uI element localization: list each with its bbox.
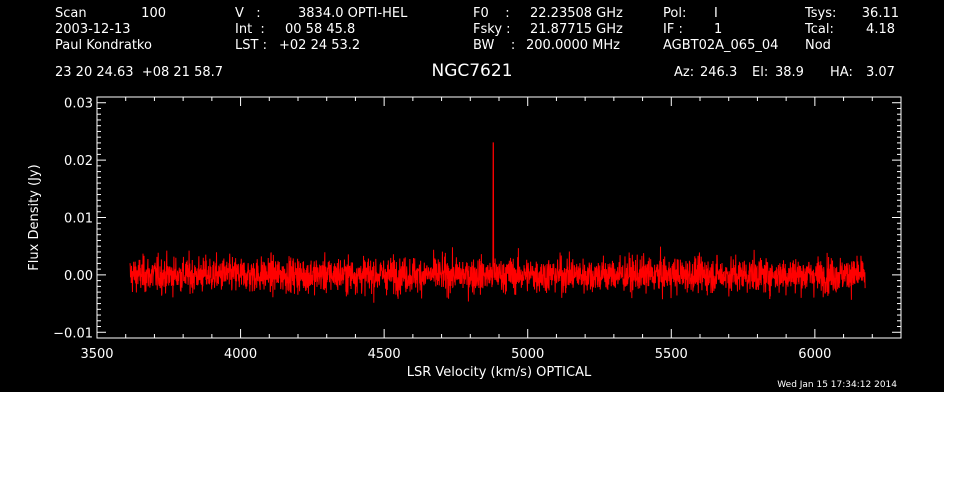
velocity-value: 3834.0 OPTI-HEL [298,6,408,21]
tcal-label: Tcal: [805,22,834,37]
y-axis-label: Flux Density (Jy) [27,164,42,270]
x-tick-label: 5500 [655,347,688,362]
chart-title: NGC7621 [431,61,513,81]
spectrum-panel: Scan 100 2003-12-13 Paul Kondratko V : 3… [0,0,944,392]
y-tick-label: 0.01 [64,212,93,227]
scan-label: Scan [55,6,87,21]
azimuth-value: 246.3 [700,65,738,80]
tsys-value: 36.11 [861,6,899,21]
render-timestamp: Wed Jan 15 17:34:12 2014 [777,380,897,390]
x-tick-label: 5000 [511,347,544,362]
y-tick-label: 0.00 [64,269,93,284]
spectrum-trace [129,142,866,303]
f0-label: F0 : [473,6,510,21]
observation-date: 2003-12-13 [55,22,131,37]
pol-value: I [714,6,718,21]
pol-label: Pol: [663,6,687,21]
observer-name: Paul Kondratko [55,38,152,53]
observing-mode: Nod [805,38,831,53]
integration-value: 00 58 45.8 [285,22,356,37]
bandwidth-label: BW : [473,38,516,53]
y-tick-label: 0.03 [64,97,93,112]
elevation-value: 38.9 [775,65,804,80]
spectrum-trace-layer [129,142,866,303]
y-tick-label: −0.01 [53,326,93,341]
plot-frame [96,96,902,339]
f0-value: 22.23508 GHz [530,6,623,21]
x-axis-label: LSR Velocity (km/s) OPTICAL [407,365,592,380]
hour-angle-label: HA: [830,65,853,80]
x-tick-label: 4500 [368,347,401,362]
source-coordinates: 23 20 24.63 +08 21 58.7 [55,65,224,80]
tsys-label: Tsys: [805,6,837,21]
lst-label: LST : [235,38,267,53]
bandwidth-value: 200.0000 MHz [526,38,620,53]
x-tick-label: 3500 [80,347,113,362]
hour-angle-value: 3.07 [866,65,895,80]
lst-value: +02 24 53.2 [279,38,361,53]
velocity-label: V : [235,6,261,21]
tcal-value: 4.18 [866,22,895,37]
fsky-label: Fsky : [473,22,511,37]
scan-number: 100 [141,6,166,21]
y-tick-label: 0.02 [64,154,93,169]
if-label: IF : [663,22,683,37]
x-tick-label: 4000 [224,347,257,362]
elevation-label: El: [752,65,769,80]
azimuth-label: Az: [674,65,695,80]
axis-ticks: 3500 4000 4500 5000 5500 6000 −0.01 0.00 0.01 0.0… [53,96,902,362]
fsky-value: 21.87715 GHz [530,22,623,37]
spectrum-plot: 3500 4000 4500 5000 5500 6000 −0.01 0.00 0.01 0.0… [27,96,902,380]
project-id: AGBT02A_065_04 [663,38,779,53]
integration-label: Int : [235,22,265,37]
if-value: 1 [714,22,723,37]
x-tick-label: 6000 [798,347,831,362]
